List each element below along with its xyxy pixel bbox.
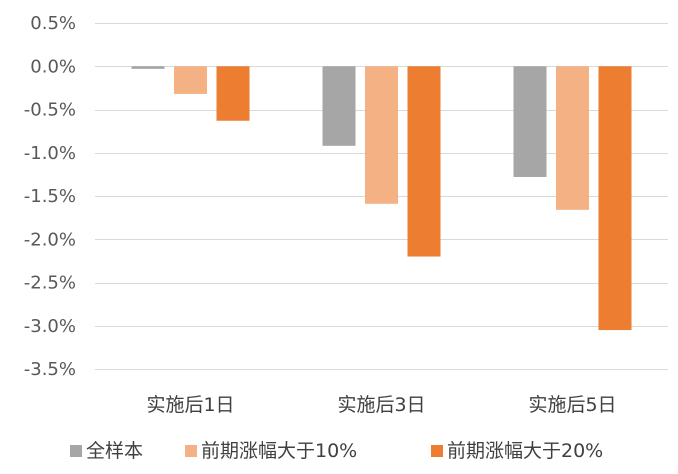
bar-2-3 <box>556 66 589 210</box>
legend-swatch <box>431 445 443 457</box>
bar-1-1 <box>131 66 165 69</box>
bar-1-2 <box>322 66 356 146</box>
legend: 全样本 前期涨幅大于10% 前期涨幅大于20% <box>70 440 603 462</box>
y-tick-label: 0.0% <box>30 56 76 77</box>
legend-swatch <box>70 445 82 457</box>
y-axis-tick-labels: 0.5% 0.0% -0.5% -1.0% -1.5% -2.0% -2.5% -3.0% -3… <box>24 13 76 380</box>
legend-label: 前期涨幅大于10% <box>201 440 357 462</box>
legend-label: 全样本 <box>86 440 143 462</box>
bar-3-1 <box>216 66 250 121</box>
y-tick-label: -1.0% <box>24 143 76 164</box>
bar-3-3 <box>598 66 632 331</box>
legend-item: 全样本 <box>70 440 143 462</box>
bar-2-1 <box>174 66 207 94</box>
x-axis-category-labels: 实施后1日 实施后3日 实施后5日 <box>146 394 616 416</box>
x-category-label: 实施后3日 <box>337 394 425 416</box>
legend-item: 前期涨幅大于20% <box>431 440 603 462</box>
y-tick-label: -1.5% <box>24 186 76 207</box>
y-tick-label: -3.0% <box>24 316 76 337</box>
bar-3-2 <box>407 66 441 257</box>
bar-1-3 <box>513 66 547 177</box>
bar-2-2 <box>365 66 398 204</box>
y-tick-label: -0.5% <box>24 100 76 121</box>
legend-swatch <box>185 445 197 457</box>
legend-label: 前期涨幅大于20% <box>447 440 603 462</box>
bars <box>131 66 632 331</box>
y-tick-label: -2.5% <box>24 273 76 294</box>
y-tick-label: -3.5% <box>24 359 76 380</box>
legend-item: 前期涨幅大于10% <box>185 440 357 462</box>
x-category-label: 实施后5日 <box>528 394 616 416</box>
y-tick-label: 0.5% <box>30 13 76 34</box>
y-tick-label: -2.0% <box>24 229 76 250</box>
x-category-label: 实施后1日 <box>146 394 234 416</box>
